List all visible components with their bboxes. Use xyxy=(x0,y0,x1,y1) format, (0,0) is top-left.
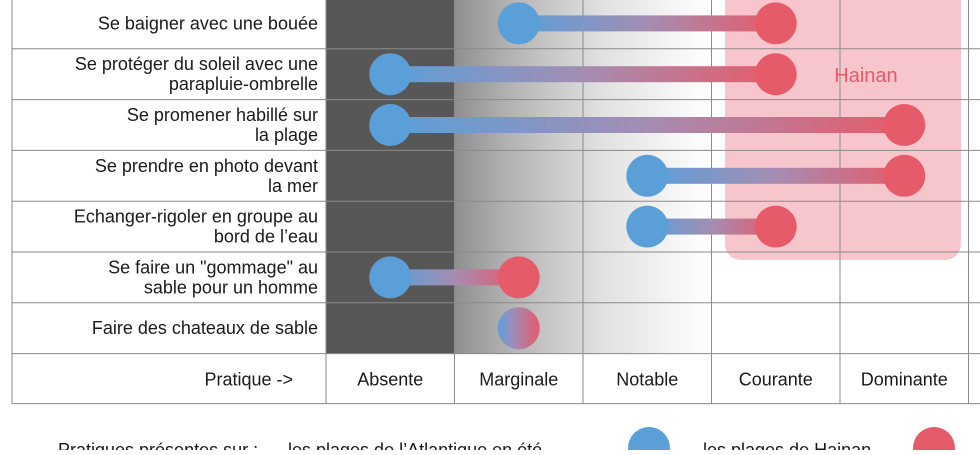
level-tick-label: Dominante xyxy=(861,370,948,390)
legend-hainan-label: les plages de Hainan xyxy=(703,440,871,450)
point-atlantique xyxy=(369,256,412,299)
point-hainan xyxy=(754,53,797,96)
legend-atlantique-label: les plages de l’Atlantique en été xyxy=(288,440,542,450)
point-atlantique xyxy=(369,104,412,146)
point-hainan xyxy=(883,104,926,146)
level-tick-label: Absente xyxy=(357,370,423,390)
point-atlantique xyxy=(497,2,540,45)
row-header-label: Pratique -> xyxy=(204,370,293,390)
dumbbell-bar xyxy=(390,117,905,133)
point-hainan xyxy=(497,256,540,299)
row-label-line: Echanger-rigoler en groupe au xyxy=(74,207,318,227)
dumbbell-bar xyxy=(518,15,776,32)
row-label: Se promener habillé sur la plage xyxy=(127,105,318,145)
level-tick-label: Marginale xyxy=(479,370,558,390)
legend-atlantique-marker xyxy=(628,427,670,455)
point-hainan xyxy=(754,205,797,248)
dumbbell-bar xyxy=(647,167,905,184)
row-label: Se faire un "gommage" au sable pour un ho… xyxy=(108,257,318,297)
row-label: Echanger-rigoler en groupe au bord de l’e… xyxy=(74,207,318,247)
row-label-line: parapluie-ombrelle xyxy=(169,74,318,94)
row-label-line: la mer xyxy=(268,176,318,196)
row-label-line: Se prendre en photo devant xyxy=(95,156,318,176)
row-label-line: Se protéger du soleil avec une xyxy=(75,54,318,74)
point-atlantique xyxy=(626,154,669,197)
row-label: Faire des chateaux de sable xyxy=(92,318,318,338)
point-hainan xyxy=(754,2,797,45)
row-label: Se prendre en photo devant la mer xyxy=(95,156,318,196)
shade-absente xyxy=(326,0,455,354)
dumbbell-bar xyxy=(390,269,519,286)
point-mixed xyxy=(497,307,540,350)
level-tick-label: Notable xyxy=(616,370,678,390)
table-grid xyxy=(11,0,980,405)
point-atlantique xyxy=(369,53,412,96)
row-label-line: Se faire un "gommage" au xyxy=(108,257,318,277)
point-hainan xyxy=(883,154,926,197)
row-label-line: la plage xyxy=(255,125,318,145)
dumbbell-bar xyxy=(647,218,776,235)
row-label-line: Se promener habillé sur xyxy=(127,105,318,125)
legend-hainan-marker xyxy=(913,427,955,455)
row-label-line: Se baigner avec une bouée xyxy=(98,13,318,33)
dumbbell-bar xyxy=(390,66,776,83)
row-label-line: bord de l’eau xyxy=(214,227,318,247)
level-tick-label: Courante xyxy=(739,370,813,390)
legend-prefix: Pratiques présentes sur : xyxy=(58,440,258,450)
point-atlantique xyxy=(626,205,669,248)
hainan-annotation: Hainan xyxy=(834,65,897,87)
row-label: Se baigner avec une bouée xyxy=(98,13,318,33)
row-label-line: Faire des chateaux de sable xyxy=(92,318,318,338)
row-label: Se protéger du soleil avec une parapluie-… xyxy=(75,54,318,94)
row-label-line: sable pour un homme xyxy=(144,277,318,297)
